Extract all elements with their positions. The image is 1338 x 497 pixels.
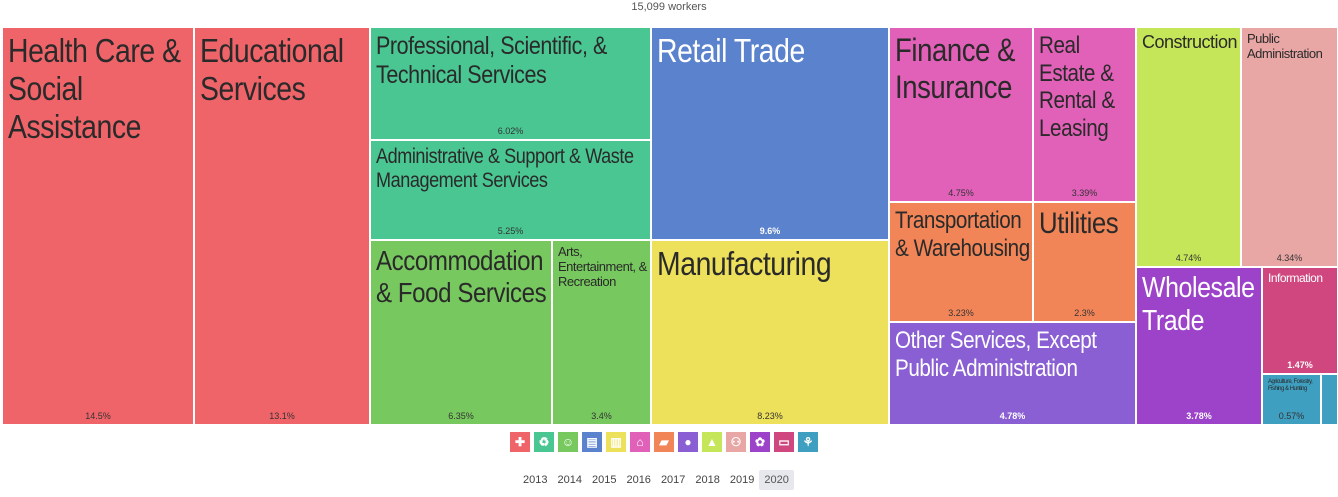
tile-name-label: Construction <box>1142 32 1238 52</box>
tile-name-label: Utilities <box>1039 207 1119 240</box>
year-option-2014[interactable]: 2014 <box>557 474 582 486</box>
truck-icon[interactable]: ▰ <box>654 432 674 452</box>
tile-percent-label: 8.23% <box>757 411 783 421</box>
year-option-2015[interactable]: 2015 <box>591 474 617 486</box>
tile-name-label: Transportation & Warehousing <box>895 207 1030 262</box>
tile-percent-label: 4.34% <box>1276 253 1303 263</box>
laptop-icon[interactable]: ▭ <box>774 432 794 452</box>
health-cross-icon[interactable]: ✚ <box>510 432 530 452</box>
tile-name-label: Educational Services <box>200 32 344 107</box>
tile-percent-label: 2.3% <box>1074 308 1095 318</box>
tile-percent-label: 6.02% <box>497 126 524 136</box>
treemap-tile[interactable]: Wholesale Trade 3.78% <box>1136 267 1262 425</box>
tile-percent-label: 14.5% <box>85 411 111 421</box>
tile-name-label: Retail Trade <box>657 32 805 69</box>
tile-name-label: Manufacturing <box>657 245 832 282</box>
tile-percent-label: 3.4% <box>591 411 612 421</box>
treemap-tile[interactable]: Retail Trade 9.6% <box>651 27 889 240</box>
treemap-tile[interactable]: Information 1.47% <box>1262 267 1338 374</box>
tile-name-label: Professional, Scientific, & Technical Se… <box>376 32 607 89</box>
tile-name-label: Agriculture, Forestry, Fishing & Hunting <box>1268 379 1313 392</box>
year-option-2020[interactable]: 2020 <box>759 470 794 490</box>
treemap-tile[interactable]: Transportation & Warehousing 3.23% <box>889 202 1033 322</box>
tile-percent-label: 3.78% <box>1186 411 1212 421</box>
tile-name-label: Real Estate & Rental & Leasing <box>1039 32 1115 142</box>
tile-name-label: Other Services, Except Public Administra… <box>895 327 1097 382</box>
industry-treemap: Health Care & Social Assistance 14.5% Educ… <box>2 27 1338 425</box>
treemap-tile[interactable]: Arts, Entertainment, & Recreation 3.4% <box>552 240 651 425</box>
tile-name-label: Finance & Insurance <box>895 32 1016 105</box>
year-option-2016[interactable]: 2016 <box>626 474 651 486</box>
tile-percent-label: 5.25% <box>497 226 524 236</box>
factory-icon[interactable]: ▥ <box>606 432 626 452</box>
year-selector: 2013 2014 2015 2016 2017 2018 2019 2020 <box>518 470 794 490</box>
treemap-tile[interactable]: Public Administration 4.34% <box>1241 27 1338 267</box>
tile-percent-label: 4.74% <box>1175 253 1202 263</box>
treemap-tile[interactable]: Agriculture, Forestry, Fishing & Hunting… <box>1262 374 1321 425</box>
flower-icon[interactable]: ✿ <box>750 432 770 452</box>
tile-percent-label: 3.39% <box>1071 188 1098 198</box>
tile-percent-label: 3.23% <box>948 308 974 318</box>
year-option-2017[interactable]: 2017 <box>660 474 686 486</box>
tile-percent-label: 4.78% <box>999 411 1026 421</box>
tile-name-label: Health Care & Social Assistance <box>8 32 181 145</box>
treemap-tile[interactable]: Administrative & Support & Waste Managem… <box>370 140 651 240</box>
treemap-tile[interactable]: Accommodation & Food Services 6.35% <box>370 240 552 425</box>
tile-name-label: Accommodation & Food Services <box>376 245 547 309</box>
tile-percent-label: 6.35% <box>448 411 474 421</box>
year-option-2013[interactable]: 2013 <box>523 474 548 486</box>
year-option-2018[interactable]: 2018 <box>695 474 720 486</box>
treemap-tile[interactable]: Utilities 2.3% <box>1033 202 1136 322</box>
cone-icon[interactable]: ▲ <box>702 432 722 452</box>
tile-percent-label: 1.47% <box>1287 360 1313 370</box>
tile-name-label: Wholesale Trade <box>1142 272 1255 338</box>
treemap-tile[interactable]: Other Services, Except Public Administra… <box>889 322 1136 425</box>
treemap-tile[interactable]: Manufacturing 8.23% <box>651 240 889 425</box>
treemap-tile[interactable] <box>1321 374 1338 425</box>
treemap-tile[interactable]: Educational Services 13.1% <box>194 27 370 425</box>
treemap-tile[interactable]: Professional, Scientific, & Technical Se… <box>370 27 651 140</box>
total-workers-label: 15,099 workers <box>631 1 707 13</box>
tile-name-label: Information <box>1268 271 1323 285</box>
tile-percent-label: 4.75% <box>948 188 974 198</box>
tile-name-label: Public Administration <box>1247 31 1323 61</box>
house-icon[interactable]: ⌂ <box>630 432 650 452</box>
tile-percent-label: 9.6% <box>759 226 781 236</box>
person-icon[interactable]: ● <box>678 432 698 452</box>
wheat-icon[interactable]: ⚘ <box>798 432 818 452</box>
treemap-tile[interactable]: Health Care & Social Assistance 14.5% <box>2 27 194 425</box>
treemap-tile[interactable]: Real Estate & Rental & Leasing 3.39% <box>1033 27 1136 202</box>
tile-name-label: Arts, Entertainment, & Recreation <box>558 244 647 289</box>
treemap-tile[interactable]: Finance & Insurance 4.75% <box>889 27 1033 202</box>
recycle-icon[interactable]: ♻ <box>534 432 554 452</box>
tile-percent-label: 13.1% <box>269 411 295 421</box>
people-icon[interactable]: ⚇ <box>726 432 746 452</box>
treemap-tile[interactable]: Construction 4.74% <box>1136 27 1241 267</box>
tile-percent-label: 0.57% <box>1278 411 1305 421</box>
storefront-icon[interactable]: ▤ <box>582 432 602 452</box>
year-option-2019[interactable]: 2019 <box>729 474 755 486</box>
theater-masks-icon[interactable]: ☺ <box>558 432 578 452</box>
sector-icon-bar: ✚ ♻ ☺ ▤ ▥ ⌂ ▰ ● ▲ ⚇ ✿ ▭ ⚘ <box>510 432 818 452</box>
tile-name-label: Administrative & Support & Waste Managem… <box>376 145 634 193</box>
